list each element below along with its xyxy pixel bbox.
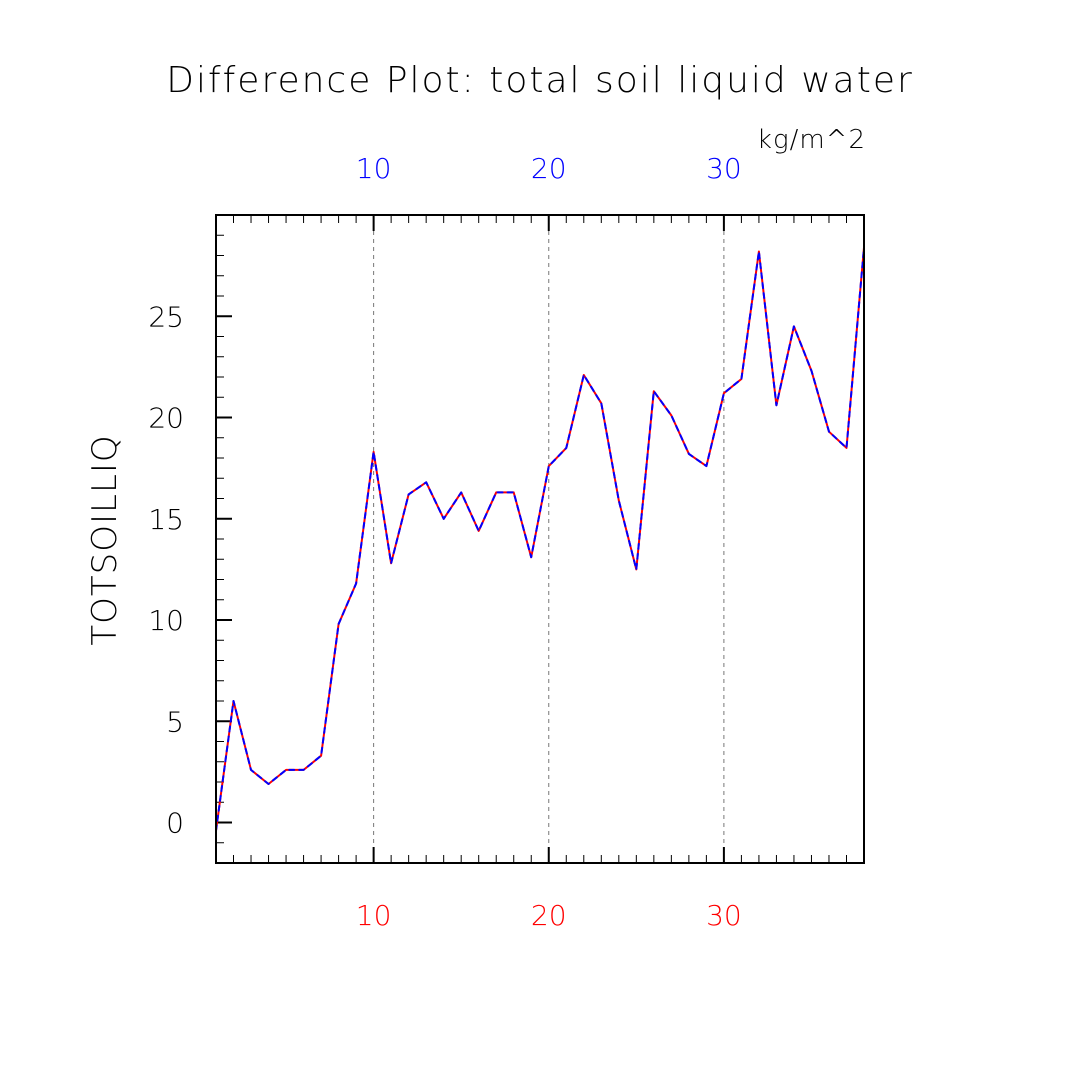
y-tick-label-0: 0: [166, 807, 184, 840]
y-tick-label-25: 25: [148, 300, 184, 333]
x-tick-label-top-20: 20: [531, 152, 567, 185]
units-label: kg/m^2: [757, 125, 866, 155]
y-tick-label-5: 5: [166, 705, 184, 738]
y-tick-label-20: 20: [148, 402, 184, 435]
grid-lines: [373, 215, 725, 863]
plot-frame: [215, 214, 865, 864]
axis-ticks: [215, 214, 865, 864]
y-axis-label: TOTSOILLIQ: [85, 434, 125, 645]
chart-title: Difference Plot: total soil liquid water: [166, 60, 914, 101]
x-tick-label-bottom-20: 20: [531, 899, 567, 932]
x-tick-label-bottom-10: 10: [356, 899, 392, 932]
series-lines: [215, 246, 865, 832]
x-tick-label-bottom-30: 30: [706, 899, 742, 932]
x-tick-label-top-30: 30: [706, 152, 742, 185]
y-tick-label-10: 10: [148, 604, 184, 637]
tick-labels: 10 10 20 20 30 30 0 5 10 15 20 25: [148, 152, 741, 932]
x-tick-label-top-10: 10: [356, 152, 392, 185]
y-tick-label-15: 15: [148, 503, 184, 536]
series-line-2: [215, 246, 865, 832]
